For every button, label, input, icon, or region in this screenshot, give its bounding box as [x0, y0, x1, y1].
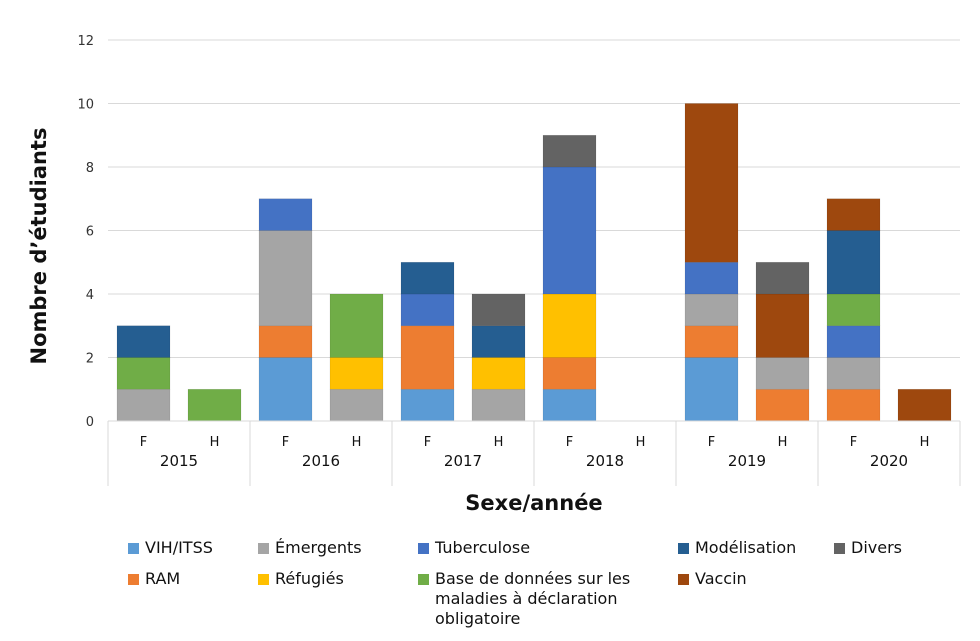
bar-segment — [755, 357, 810, 390]
bar-segment — [684, 293, 739, 327]
bar-segment — [471, 388, 526, 422]
x-axis: F H F H F H F H F H F H 2015 2016 2017 2018 2019 2020 — [107, 420, 961, 486]
y-tick-label: 4 — [86, 288, 94, 303]
bars — [116, 103, 952, 422]
x-sub-label: F — [850, 435, 857, 450]
bar-segment — [258, 198, 313, 231]
bar-segment — [826, 198, 881, 231]
bar-segment — [826, 388, 881, 422]
bar-segment — [542, 134, 597, 168]
bar-segment — [684, 357, 739, 422]
bar-segment — [542, 166, 597, 295]
bar-segment — [542, 293, 597, 358]
bar-segment — [258, 325, 313, 358]
y-tick-label: 8 — [86, 161, 94, 176]
x-axis-title: Sexe/année — [465, 491, 602, 515]
x-sub-label: H — [352, 435, 362, 450]
x-sub-label: H — [778, 435, 788, 450]
bar-segment — [471, 293, 526, 327]
x-sub-label: F — [282, 435, 289, 450]
x-sub-label: H — [494, 435, 504, 450]
bar-segment — [329, 357, 384, 390]
y-tick-label: 0 — [86, 415, 94, 430]
x-group-label: 2017 — [444, 452, 482, 470]
bar-segment — [542, 388, 597, 422]
x-sub-label: F — [708, 435, 715, 450]
bar-segment — [684, 325, 739, 358]
bar-segment — [684, 261, 739, 295]
bar-segment — [826, 230, 881, 295]
x-sub-label: H — [210, 435, 220, 450]
y-tick-label: 10 — [77, 98, 94, 113]
y-axis-ticks: 0 2 4 6 8 10 12 — [77, 34, 94, 430]
bar-segment — [471, 325, 526, 358]
bar-segment — [471, 357, 526, 390]
bar-segment — [755, 388, 810, 422]
x-sub-label: F — [566, 435, 573, 450]
x-sub-label: H — [920, 435, 930, 450]
bar-segment — [755, 261, 810, 295]
x-sub-label: H — [636, 435, 646, 450]
y-tick-label: 12 — [77, 34, 94, 49]
x-group-label: 2019 — [728, 452, 766, 470]
y-tick-label: 2 — [86, 352, 94, 367]
bar-segment — [826, 325, 881, 358]
bar-segment — [258, 357, 313, 422]
x-group-label: 2016 — [302, 452, 340, 470]
bar-segment — [755, 293, 810, 358]
bar-segment — [116, 388, 171, 422]
bar-segment — [826, 293, 881, 327]
x-group-label: 2018 — [586, 452, 624, 470]
bar-segment — [826, 357, 881, 390]
bar-segment — [897, 388, 952, 422]
bar-segment — [258, 230, 313, 327]
bar-segment — [400, 261, 455, 295]
bar-segment — [400, 325, 455, 390]
bar-segment — [400, 293, 455, 327]
y-tick-label: 6 — [86, 225, 94, 240]
bar-segment — [542, 357, 597, 390]
x-sub-label: F — [140, 435, 147, 450]
bar-segment — [400, 388, 455, 422]
bar-segment — [329, 293, 384, 358]
x-group-label: 2020 — [870, 452, 908, 470]
x-group-label: 2015 — [160, 452, 198, 470]
bar-segment — [187, 388, 242, 422]
gridlines — [108, 39, 960, 422]
bar-segment — [329, 388, 384, 422]
bar-segment — [116, 357, 171, 390]
bar-segment — [116, 325, 171, 358]
bar-segment — [684, 103, 739, 263]
y-axis-title: Nombre d’étudiants — [27, 128, 51, 365]
x-sub-label: F — [424, 435, 431, 450]
